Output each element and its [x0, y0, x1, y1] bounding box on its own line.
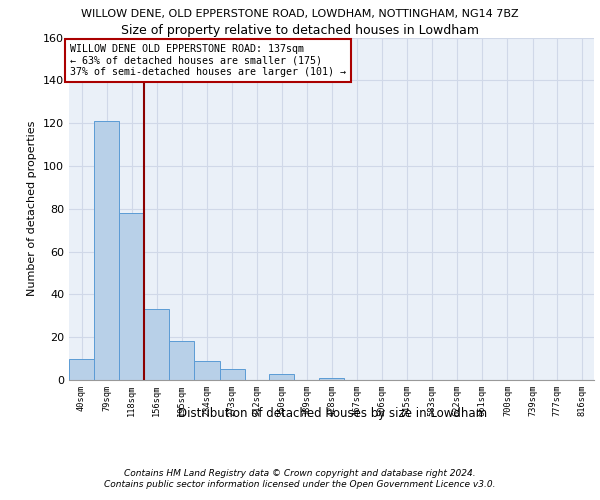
Text: Distribution of detached houses by size in Lowdham: Distribution of detached houses by size … [178, 408, 488, 420]
Text: Contains public sector information licensed under the Open Government Licence v3: Contains public sector information licen… [104, 480, 496, 489]
Bar [194, 360, 220, 380]
Bar [169, 342, 194, 380]
Text: Size of property relative to detached houses in Lowdham: Size of property relative to detached ho… [121, 24, 479, 37]
Text: WILLOW DENE, OLD EPPERSTONE ROAD, LOWDHAM, NOTTINGHAM, NG14 7BZ: WILLOW DENE, OLD EPPERSTONE ROAD, LOWDHA… [81, 9, 519, 19]
Text: WILLOW DENE OLD EPPERSTONE ROAD: 137sqm
← 63% of detached houses are smaller (17: WILLOW DENE OLD EPPERSTONE ROAD: 137sqm … [70, 44, 346, 77]
Bar [319, 378, 344, 380]
Bar [269, 374, 294, 380]
Text: Contains HM Land Registry data © Crown copyright and database right 2024.: Contains HM Land Registry data © Crown c… [124, 469, 476, 478]
Y-axis label: Number of detached properties: Number of detached properties [28, 121, 37, 296]
Bar [220, 370, 245, 380]
Bar [94, 121, 119, 380]
Bar [69, 358, 94, 380]
Bar [144, 310, 169, 380]
Bar [119, 213, 144, 380]
